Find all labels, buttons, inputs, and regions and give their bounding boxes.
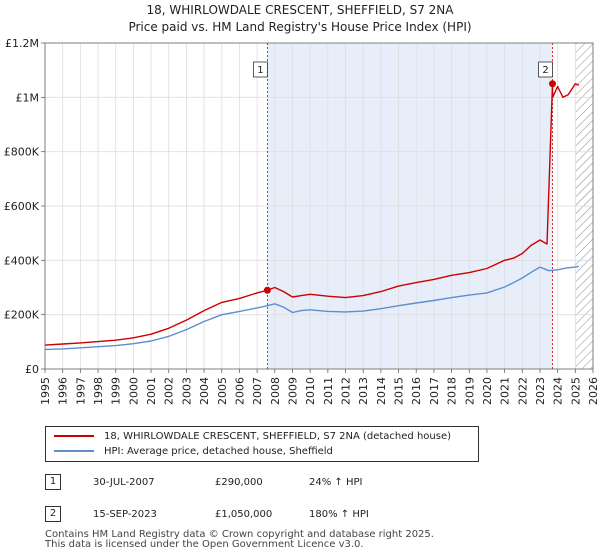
row-hpi: 180% ↑ HPI (309, 509, 369, 520)
x-tick-label: 2007 (251, 377, 264, 405)
annotation-box-2 (538, 61, 553, 78)
x-tick-label: 1996 (57, 377, 70, 405)
annotation-label-2: 2 (542, 65, 548, 76)
x-tick-label: 2004 (198, 377, 211, 405)
x-tick-label: 2000 (127, 377, 140, 405)
annotation-label-1: 1 (257, 65, 263, 76)
y-tick-label: £400K (4, 254, 40, 267)
x-tick-label: 2025 (569, 377, 582, 405)
legend: 18, WHIRLOWDALE CRESCENT, SHEFFIELD, S7 … (45, 426, 479, 462)
x-tick-label: 2006 (233, 377, 246, 405)
x-tick-label: 2010 (304, 377, 317, 405)
x-tick-label: 2024 (552, 377, 565, 405)
x-tick-label: 1999 (110, 377, 123, 405)
chart-title: 18, WHIRLOWDALE CRESCENT, SHEFFIELD, S7 … (0, 2, 600, 36)
x-tick-label: 2019 (463, 377, 476, 405)
footer: Contains HM Land Registry data © Crown c… (45, 530, 434, 550)
row-price: £290,000 (215, 477, 263, 488)
x-tick-label: 2012 (340, 377, 353, 405)
hpi-line (44, 265, 580, 351)
x-tick-label: 1997 (74, 377, 87, 405)
sale-point-1 (263, 286, 271, 294)
legend-swatch-price (54, 435, 94, 437)
x-tick-label: 2017 (428, 377, 441, 405)
table-row: 2 15-SEP-2023 £1,050,000 180% ↑ HPI (45, 506, 445, 522)
price-paid-line (44, 83, 580, 346)
annotation-box-1 (252, 61, 268, 78)
x-tick-label: 2009 (286, 377, 299, 405)
y-tick-label: £200K (4, 309, 40, 322)
x-tick-label: 2022 (516, 377, 529, 405)
row-hpi: 24% ↑ HPI (309, 477, 363, 488)
x-tick-label: 2011 (322, 377, 335, 405)
y-tick-label: £1.2M (5, 37, 39, 50)
table-row: 1 30-JUL-2007 £290,000 24% ↑ HPI (45, 474, 445, 490)
price-chart: 1 2 £0 £200K £400K £600K £800K £1M £1.2M 1995 199… (4, 37, 600, 405)
x-tick-label: 2001 (145, 377, 158, 405)
x-tick-label: 2015 (393, 377, 406, 405)
row-marker: 1 (45, 474, 61, 490)
chart-title-line1: 18, WHIRLOWDALE CRESCENT, SHEFFIELD, S7 … (146, 3, 454, 17)
x-tick-label: 1998 (92, 377, 105, 405)
legend-label-hpi: HPI: Average price, detached house, Shef… (104, 446, 333, 457)
x-tick-label: 2005 (216, 377, 229, 405)
x-tick-label: 2020 (481, 377, 494, 405)
sale-point-2 (549, 80, 557, 88)
legend-swatch-hpi (54, 450, 94, 452)
legend-item-price: 18, WHIRLOWDALE CRESCENT, SHEFFIELD, S7 … (54, 430, 451, 444)
row-price: £1,050,000 (215, 509, 273, 520)
row-marker: 2 (45, 506, 61, 522)
x-tick-label: 2016 (410, 377, 423, 405)
x-tick-label: 2018 (446, 377, 459, 405)
x-tick-label: 2021 (499, 377, 512, 405)
x-tick-label: 2026 (587, 377, 600, 405)
footer-line1: Contains HM Land Registry data © Crown c… (45, 529, 434, 540)
legend-label-price: 18, WHIRLOWDALE CRESCENT, SHEFFIELD, S7 … (104, 431, 451, 442)
x-tick-label: 2013 (357, 377, 370, 405)
footer-line2: This data is licensed under the Open Gov… (45, 539, 364, 550)
x-tick-label: 2023 (534, 377, 547, 405)
y-tick-label: £1M (16, 91, 40, 104)
y-tick-label: £600K (4, 200, 40, 213)
chart-title-line2: Price paid vs. HM Land Registry's House … (128, 20, 472, 34)
legend-item-hpi: HPI: Average price, detached house, Shef… (54, 445, 333, 459)
x-tick-label: 2008 (269, 377, 282, 405)
x-tick-label: 2003 (180, 377, 193, 405)
x-tick-label: 2002 (163, 377, 176, 405)
y-tick-label: £0 (25, 363, 39, 376)
x-tick-label: 2014 (375, 377, 388, 405)
row-date: 30-JUL-2007 (93, 477, 155, 488)
y-tick-label: £800K (4, 146, 40, 159)
x-tick-label: 1995 (39, 377, 52, 405)
row-date: 15-SEP-2023 (93, 509, 157, 520)
